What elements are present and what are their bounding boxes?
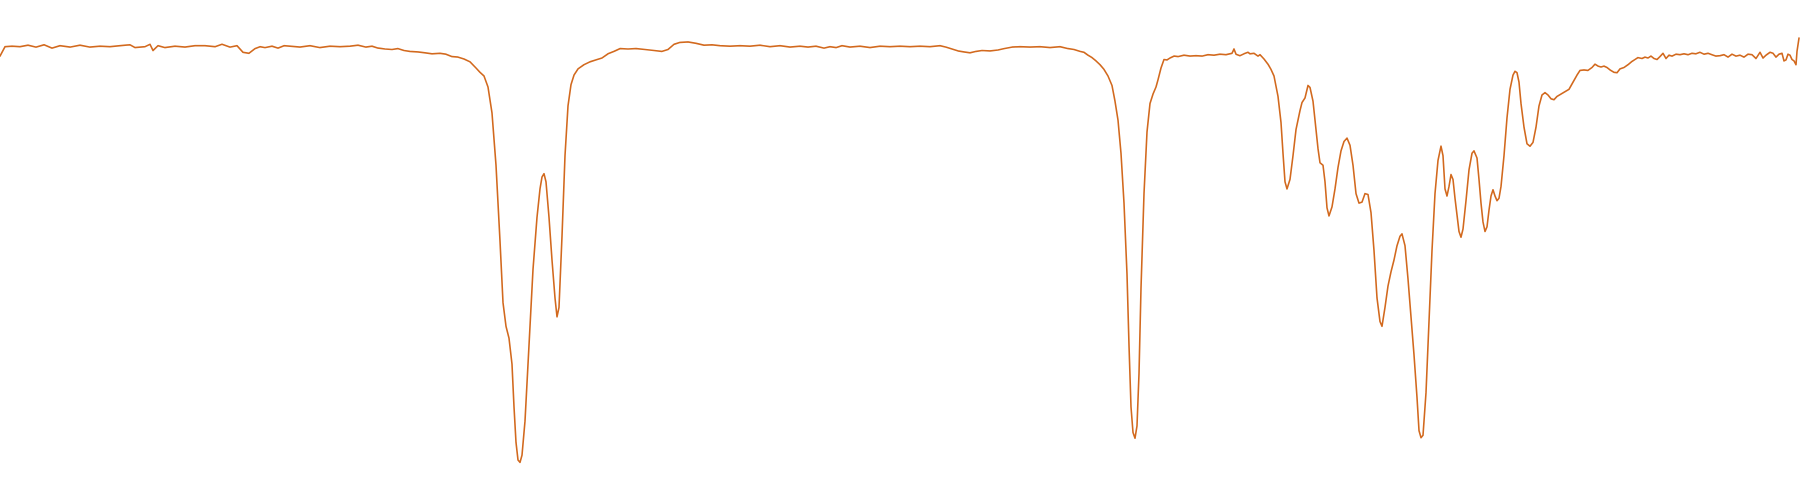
series-line-0 xyxy=(0,37,1800,464)
series-layer xyxy=(0,37,1800,464)
